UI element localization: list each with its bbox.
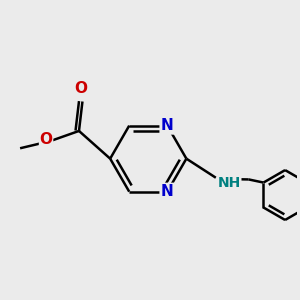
Text: NH: NH xyxy=(218,176,241,190)
Text: N: N xyxy=(161,184,174,199)
Text: O: O xyxy=(74,81,87,96)
Text: O: O xyxy=(40,132,52,147)
Text: N: N xyxy=(161,118,174,133)
